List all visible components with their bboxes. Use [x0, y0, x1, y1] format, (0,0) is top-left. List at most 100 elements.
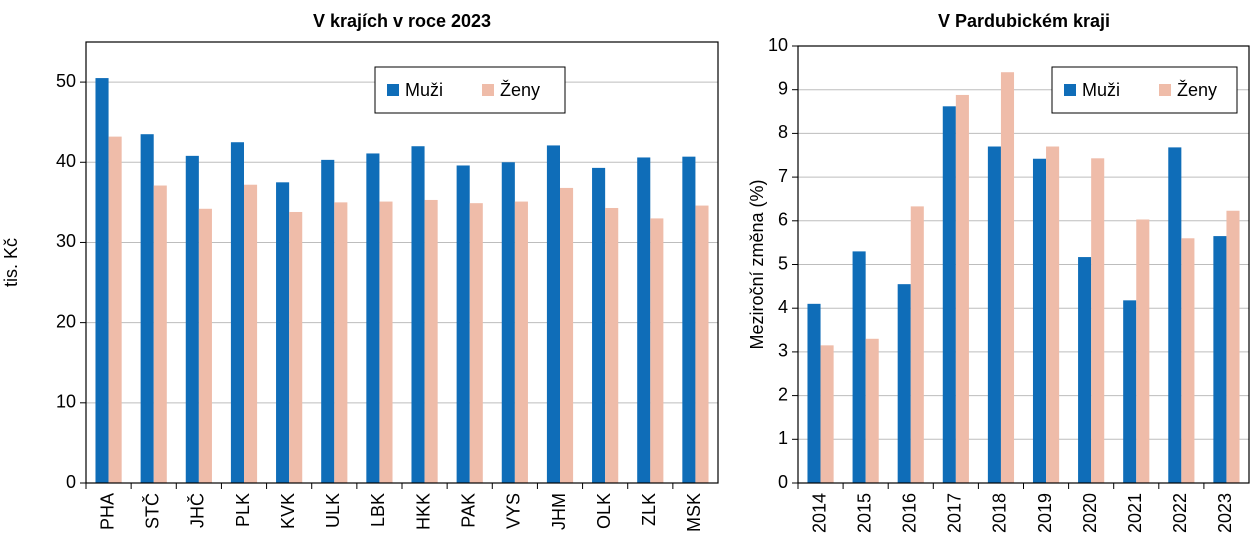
- bar: [605, 207, 619, 483]
- bar: [546, 145, 560, 483]
- y-axis-label: tis. Kč: [1, 238, 21, 287]
- y-tick-label: 1: [778, 428, 788, 448]
- bar: [852, 251, 866, 483]
- bar: [153, 185, 167, 483]
- legend-swatch: [482, 84, 494, 96]
- bar: [334, 202, 348, 483]
- bar: [1168, 147, 1182, 483]
- bar: [1213, 236, 1227, 483]
- y-tick-label: 30: [56, 231, 76, 251]
- x-tick-label: 2014: [809, 493, 829, 533]
- y-tick-label: 20: [56, 311, 76, 331]
- y-tick-label: 3: [778, 341, 788, 361]
- y-tick-label: 5: [778, 253, 788, 273]
- bar: [514, 201, 528, 483]
- y-tick-label: 8: [778, 122, 788, 142]
- y-tick-label: 6: [778, 210, 788, 230]
- plot-frame: [85, 41, 719, 484]
- y-tick-label: 40: [56, 151, 76, 171]
- bar: [637, 157, 651, 483]
- x-tick-label: PLK: [233, 493, 253, 527]
- legend-swatch: [1064, 84, 1076, 96]
- bar: [424, 199, 438, 483]
- bar: [276, 182, 290, 483]
- bar: [1123, 300, 1137, 483]
- bar: [289, 211, 303, 483]
- x-tick-label: 2015: [854, 493, 874, 533]
- legend-label: Ženy: [1177, 80, 1217, 100]
- bar: [865, 338, 879, 483]
- y-tick-label: 10: [768, 35, 788, 55]
- x-tick-label: LBK: [368, 493, 388, 527]
- bar: [411, 146, 425, 483]
- x-tick-label: 2018: [990, 493, 1010, 533]
- x-tick-label: HKK: [413, 493, 433, 530]
- bar: [1136, 219, 1150, 483]
- y-tick-label: 2: [778, 384, 788, 404]
- y-tick-label: 9: [778, 78, 788, 98]
- bar: [807, 303, 821, 483]
- bar: [682, 156, 696, 483]
- bar: [230, 142, 244, 483]
- bar: [140, 134, 154, 483]
- bar: [1226, 210, 1240, 483]
- bar: [592, 167, 606, 484]
- legend-label: Muži: [1082, 80, 1120, 100]
- y-tick-label: 10: [56, 392, 76, 412]
- bar: [897, 284, 911, 483]
- x-tick-label: ZLK: [639, 493, 659, 526]
- legend-swatch: [387, 84, 399, 96]
- legend-label: Ženy: [500, 80, 540, 100]
- bar: [910, 206, 924, 483]
- x-tick-label: STČ: [141, 493, 162, 529]
- bar: [244, 184, 258, 483]
- x-tick-label: PHA: [97, 493, 117, 530]
- chart-title: V krajích v roce 2023: [313, 11, 491, 31]
- bar: [942, 106, 956, 483]
- x-tick-label: PAK: [458, 493, 478, 528]
- bar: [820, 345, 834, 483]
- bar: [1032, 158, 1047, 483]
- y-tick-label: 4: [778, 297, 788, 317]
- bar: [379, 201, 393, 483]
- x-tick-label: MSK: [684, 493, 704, 532]
- x-tick-label: 2017: [945, 493, 965, 533]
- x-tick-label: VYS: [504, 493, 524, 529]
- bar: [198, 208, 212, 483]
- bar: [560, 187, 574, 483]
- bar: [321, 159, 335, 483]
- x-tick-label: 2023: [1215, 493, 1235, 533]
- bar: [108, 136, 122, 483]
- bar: [1078, 257, 1092, 483]
- bar: [501, 162, 515, 484]
- bar: [1046, 146, 1060, 483]
- bar: [185, 155, 199, 483]
- bar: [955, 94, 969, 483]
- x-tick-label: OLK: [594, 493, 614, 529]
- y-axis-label: Meziroční změna (%): [747, 179, 767, 349]
- y-tick-label: 50: [56, 71, 76, 91]
- x-tick-label: ULK: [323, 493, 343, 528]
- y-tick-label: 0: [778, 472, 788, 492]
- plot-frame: [797, 45, 1250, 484]
- legend-swatch: [1159, 84, 1171, 96]
- bar: [469, 203, 483, 483]
- x-tick-label: JHM: [549, 493, 569, 530]
- y-tick-label: 0: [66, 472, 76, 492]
- bar: [695, 205, 709, 483]
- bar: [456, 165, 470, 484]
- x-tick-label: 2019: [1035, 493, 1055, 533]
- bar: [987, 146, 1001, 483]
- x-tick-label: 2016: [900, 493, 920, 533]
- x-tick-label: 2020: [1080, 493, 1100, 533]
- bar: [1091, 158, 1105, 483]
- x-tick-label: KVK: [278, 493, 298, 529]
- bar: [95, 78, 109, 483]
- chart-title: V Pardubickém kraji: [938, 11, 1110, 31]
- bar: [650, 218, 664, 483]
- x-tick-label: 2021: [1125, 493, 1145, 533]
- bar: [1181, 238, 1195, 483]
- legend-box: [374, 66, 566, 114]
- legend-label: Muži: [405, 80, 443, 100]
